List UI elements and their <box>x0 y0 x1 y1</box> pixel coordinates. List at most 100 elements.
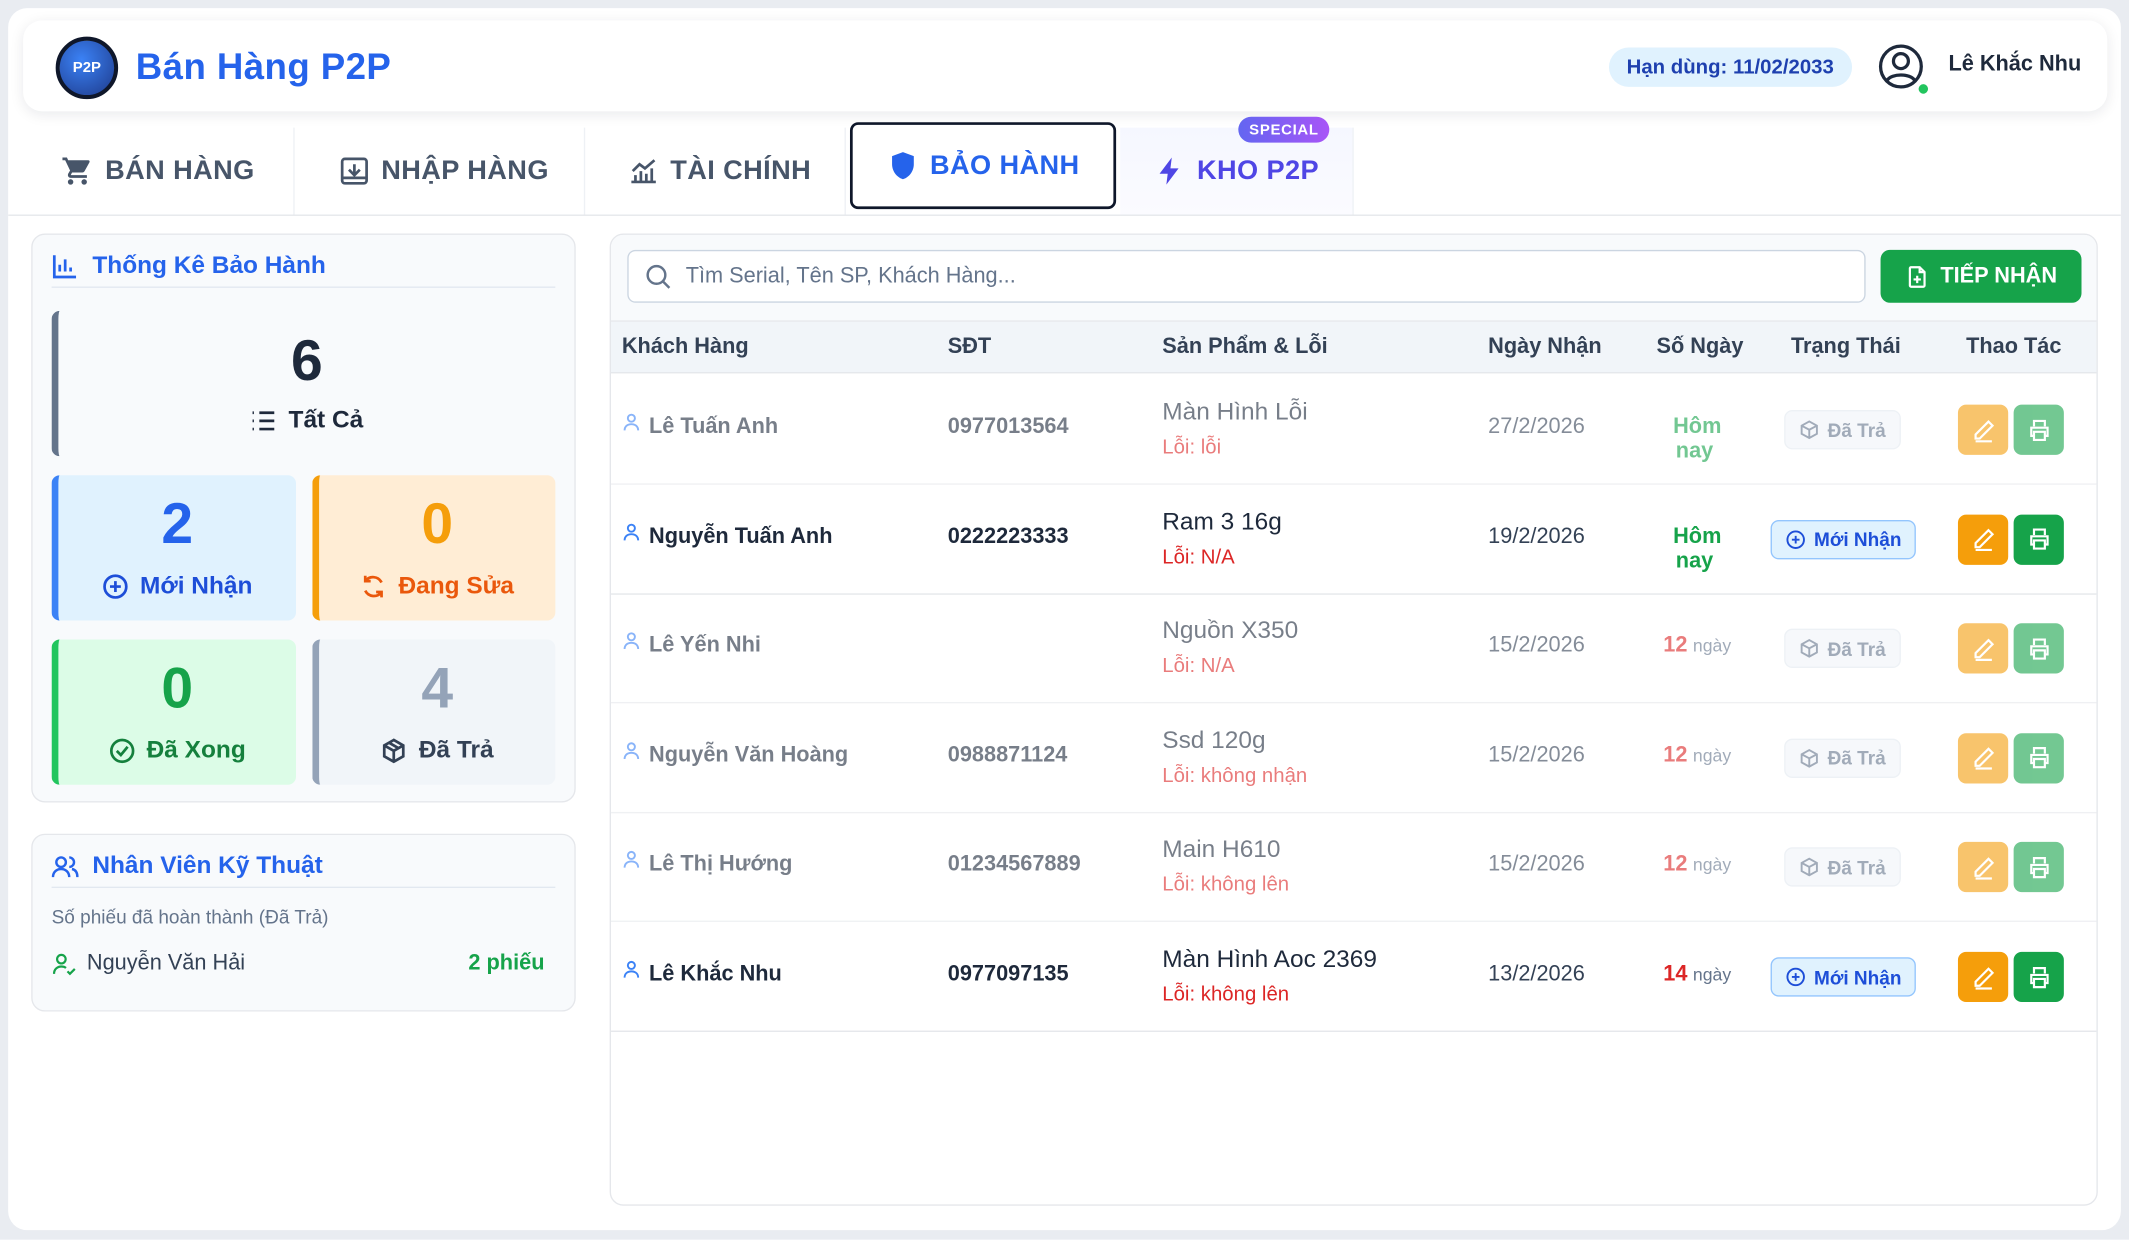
edit-button[interactable] <box>1957 732 2009 784</box>
customer-name: Lê Tuấn Anh <box>649 415 779 439</box>
table-row[interactable]: Lê Thị Hướng 01234567889 Main H610 Lỗi: … <box>611 812 2097 923</box>
edit-button[interactable] <box>1957 404 2009 455</box>
status-badge: Mới Nhận <box>1770 519 1917 559</box>
printer-icon <box>2029 528 2048 550</box>
table-row[interactable]: Lê Tuấn Anh 0977013564 Màn Hình Lỗi Lỗi:… <box>611 375 2097 485</box>
column-header: Số Ngày <box>1656 335 1744 359</box>
table-row[interactable]: Lê Yến Nhi Nguồn X350 Lỗi: N/A 15/2/2026… <box>611 594 2097 704</box>
edit-button[interactable] <box>1957 951 2009 1003</box>
online-status-dot <box>1915 81 1931 97</box>
customer-cell: Nguyễn Tuấn Anh <box>622 523 832 549</box>
tab-bao-hanh[interactable]: BẢO HÀNH <box>849 122 1117 210</box>
days-count: 12 ngày <box>1657 634 1738 658</box>
customer-cell: Lê Thị Hướng <box>622 851 793 877</box>
product-name: Màn Hình Lỗi <box>1162 397 1308 425</box>
status-label: Mới Nhận <box>1814 528 1902 551</box>
stat-new-label-text: Mới Nhận <box>139 571 253 599</box>
tab-kho-p2p[interactable]: KHO P2P <box>1120 127 1354 215</box>
table-row[interactable]: Lê Khắc Nhu 0977097135 Màn Hình Aoc 2369… <box>611 922 2097 1032</box>
stats-panel-title: Thống Kê Bảo Hành <box>52 251 326 280</box>
package-icon <box>1799 420 1819 440</box>
stat-returned[interactable]: 4 Đã Trả <box>312 639 556 785</box>
print-button[interactable] <box>2013 404 2064 455</box>
stat-returned-label-text: Đã Trả <box>418 735 494 764</box>
phone-cell: 0977097135 <box>947 962 1069 986</box>
stat-done-label-text: Đã Xong <box>146 735 246 764</box>
stat-all[interactable]: 6 Tất Cả <box>51 310 556 457</box>
receive-button-label: TIẾP NHẬN <box>1940 264 2058 288</box>
tab-label: BẢO HÀNH <box>929 150 1080 180</box>
list-icon <box>253 410 275 430</box>
app-frame: P2P Bán Hàng P2P Hạn dùng: 11/02/2033 Lê… <box>8 8 2121 1231</box>
tab-ban-hang[interactable]: BÁN HÀNG <box>23 127 295 215</box>
days-value: 12 <box>1663 634 1688 658</box>
stat-done[interactable]: 0 Đã Xong <box>51 639 297 785</box>
bar-chart-icon <box>52 254 77 278</box>
stat-new-value: 2 <box>161 491 194 556</box>
pencil-icon <box>1973 638 1994 661</box>
days-value: Hôm nay <box>1673 415 1722 464</box>
customer-name: Nguyễn Văn Hoàng <box>649 743 849 767</box>
stat-done-value: 0 <box>161 655 194 720</box>
search-input[interactable] <box>685 264 1827 289</box>
table-row[interactable]: Nguyễn Văn Hoàng 0988871124 Ssd 120g Lỗi… <box>611 703 2097 814</box>
print-button[interactable] <box>2013 623 2064 674</box>
stat-returned-value: 4 <box>421 655 454 720</box>
print-button[interactable] <box>2013 842 2064 893</box>
user-avatar-icon[interactable] <box>1878 43 1924 89</box>
divider <box>51 886 556 889</box>
product-error: Lỗi: không lên <box>1162 983 1290 1007</box>
phone-cell: 0988871124 <box>947 743 1068 767</box>
tab-divider <box>8 214 2121 216</box>
users-icon <box>51 855 79 877</box>
edit-button[interactable] <box>1957 623 2009 674</box>
customer-cell: Nguyễn Văn Hoàng <box>622 742 849 768</box>
tab-label: BÁN HÀNG <box>105 155 255 186</box>
tab-nhap-hang[interactable]: NHẬP HÀNG <box>302 127 586 215</box>
received-date: 15/2/2026 <box>1488 853 1585 877</box>
expiry-badge: Hạn dùng: 11/02/2033 <box>1608 47 1852 87</box>
phone-cell: 0977013564 <box>947 415 1069 439</box>
user-icon <box>623 413 640 431</box>
technicians-panel-title: Nhân Viên Kỹ Thuật <box>51 851 323 880</box>
print-button[interactable] <box>2013 514 2064 565</box>
edit-button[interactable] <box>1957 842 2009 893</box>
printer-icon <box>2029 747 2048 769</box>
status-badge: Đã Trả <box>1784 738 1901 778</box>
logo: P2P <box>55 36 119 100</box>
days-count: 14 ngày <box>1657 963 1738 987</box>
pencil-icon <box>1973 419 1994 442</box>
stat-new[interactable]: 2 Mới Nhận <box>51 475 297 621</box>
days-value: 12 <box>1663 743 1688 767</box>
days-count: Hôm nay <box>1657 525 1738 574</box>
status-badge: Đã Trả <box>1784 628 1901 669</box>
receive-button[interactable]: TIẾP NHẬN <box>1880 249 2082 303</box>
tab-tai-chinh[interactable]: TÀI CHÍNH <box>593 127 846 215</box>
product-name: Màn Hình Aoc 2369 <box>1162 945 1377 973</box>
edit-button[interactable] <box>1957 514 2009 565</box>
search-box[interactable] <box>627 249 1866 303</box>
stat-all-label-text: Tất Cả <box>288 405 364 434</box>
status-label: Đã Trả <box>1827 637 1886 660</box>
user-name[interactable]: Lê Khắc Nhu <box>1948 52 2082 77</box>
user-icon <box>623 523 640 540</box>
tab-label: KHO P2P <box>1196 155 1320 186</box>
days-unit: ngày <box>1692 854 1732 875</box>
column-header: Ngày Nhận <box>1488 335 1602 359</box>
pencil-icon <box>1973 528 1994 552</box>
main-tabs: BÁN HÀNG NHẬP HÀNG TÀI CHÍNH BẢO HÀNH KH… <box>23 122 1354 215</box>
customer-name: Lê Khắc Nhu <box>649 962 782 986</box>
stat-repair[interactable]: 0 Đang Sửa <box>312 475 556 621</box>
search-icon <box>646 264 671 289</box>
print-button[interactable] <box>2013 732 2064 784</box>
app-header: P2P Bán Hàng P2P Hạn dùng: 11/02/2033 Lê… <box>23 20 2108 112</box>
user-icon <box>623 742 640 759</box>
days-value: 12 <box>1663 853 1688 877</box>
customer-name: Lê Thị Hướng <box>649 853 793 877</box>
tab-label: TÀI CHÍNH <box>670 155 812 186</box>
table-row[interactable]: Nguyễn Tuấn Anh 0222223333 Ram 3 16g Lỗi… <box>611 484 2097 595</box>
print-button[interactable] <box>2013 951 2064 1003</box>
stat-new-label: Mới Nhận <box>102 572 252 601</box>
technician-name: Nguyễn Văn Hải <box>86 951 246 975</box>
received-date: 13/2/2026 <box>1488 962 1585 986</box>
